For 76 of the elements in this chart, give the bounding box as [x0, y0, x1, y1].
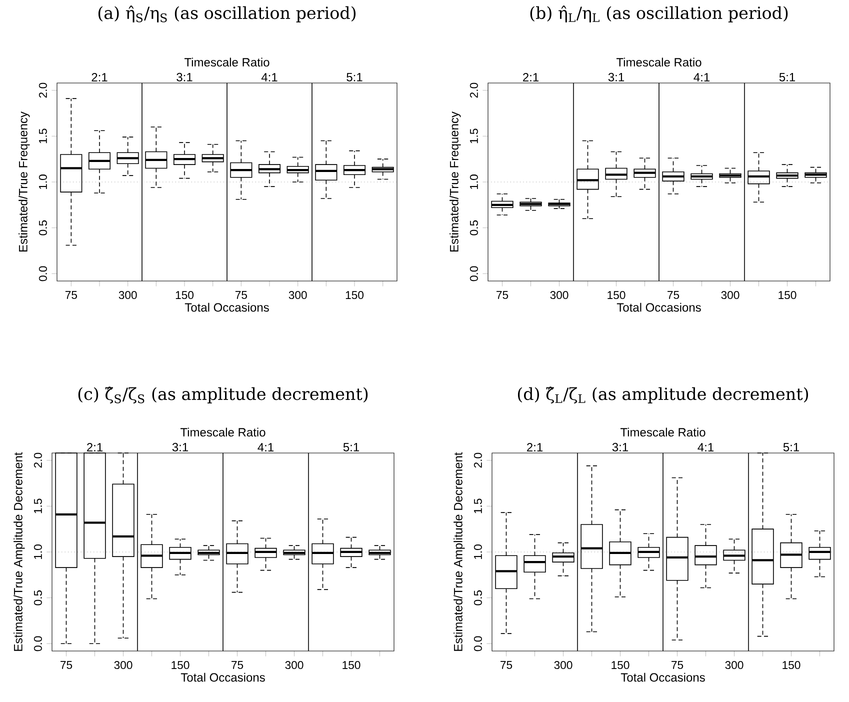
x-tick-label: 300 — [288, 291, 307, 300]
x-tick-label: 300 — [725, 661, 744, 670]
x-tick-label: 150 — [346, 291, 364, 300]
x2-axis-title: Timescale Ratio — [616, 58, 702, 67]
x-tick-label: 300 — [721, 291, 740, 300]
y-tick-label: 0.0 — [38, 266, 47, 282]
y-tick-label: 2.0 — [38, 82, 47, 98]
x-axis-title: Total Occasions — [616, 302, 701, 312]
text: 2:1 — [87, 443, 103, 452]
x-tick-label: 150 — [176, 291, 194, 300]
chart-title: (d) ζ̂$_{L}$/ζ$_{L}$ (as amplitude decrement) — [518, 386, 808, 404]
x2-axis-title: Timescale Ratio — [180, 428, 266, 437]
x-axis-title: Total Occasions — [620, 672, 705, 682]
text: 3:1 — [608, 72, 624, 82]
x-tick-label: 150 — [782, 661, 800, 670]
x-tick-label: 75 — [235, 291, 248, 299]
x-tick-label: 75 — [496, 291, 508, 299]
y-tick-label: 1.0 — [470, 174, 478, 190]
x-tick-label: 150 — [172, 661, 190, 670]
y-tick-label: 1.0 — [474, 544, 482, 560]
x2-axis-title: Timescale Ratio — [184, 58, 270, 67]
y-tick-label: 1.5 — [34, 498, 42, 514]
text: 5:1 — [783, 443, 800, 452]
text: 5:1 — [779, 73, 796, 82]
y-tick-label: 2.0 — [474, 452, 482, 468]
x-tick-label: 150 — [342, 661, 360, 670]
x-tick-label: 300 — [114, 661, 132, 670]
text: 2:1 — [527, 443, 543, 452]
y-tick-label: 1.5 — [39, 128, 47, 144]
y-tick-label: 1.5 — [470, 128, 478, 144]
x-tick-label: 150 — [778, 291, 796, 300]
text: 5:1 — [343, 443, 360, 452]
y-axis-title: Estimated/True Amplitude Decrement — [14, 452, 25, 651]
x-tick-label: 150 — [608, 291, 626, 300]
chart-title: (b) η̂$_{L}$/η$_{L}$ (as oscillation period) — [530, 6, 788, 22]
y-tick-label: 2.0 — [34, 452, 42, 468]
x-tick-label: 75 — [672, 661, 684, 669]
y-tick-label: 1.0 — [34, 544, 42, 560]
text: 3:1 — [172, 442, 188, 452]
x-axis-title: Total Occasions — [184, 302, 269, 312]
y-tick-label: 1.5 — [474, 498, 482, 514]
y-axis-title: Estimated/True Frequency — [18, 112, 30, 252]
text: 4:1 — [694, 73, 710, 82]
y-tick-label: 0.5 — [34, 590, 42, 606]
y-tick-label: 1.0 — [38, 174, 47, 190]
y-axis-title: Estimated/True Frequency — [450, 112, 461, 252]
y-tick-label: 0.0 — [34, 636, 42, 652]
text: 2:1 — [523, 73, 539, 82]
x-tick-label: 150 — [612, 661, 630, 670]
text: 5:1 — [346, 73, 362, 82]
x-axis-title: Total Occasions — [180, 672, 265, 682]
text: 3:1 — [612, 442, 628, 452]
chart-title: (c) ζ̂$_{S}$/ζ$_{S}$ (as amplitude decrement) — [78, 386, 368, 404]
x-tick-label: 75 — [65, 291, 78, 299]
y-axis-title: Estimated/True Amplitude Decrement — [454, 452, 465, 651]
x-tick-label: 75 — [232, 661, 244, 669]
y-tick-label: 2.0 — [470, 82, 478, 98]
y-tick-label: 0.5 — [470, 220, 478, 236]
text: 3:1 — [176, 72, 192, 82]
x-tick-label: 300 — [285, 661, 304, 670]
x-tick-label: 75 — [500, 661, 512, 669]
x2-axis-title: Timescale Ratio — [620, 428, 706, 437]
x-tick-label: 300 — [118, 291, 137, 300]
text: 4:1 — [261, 73, 278, 82]
x-tick-label: 300 — [554, 661, 572, 670]
text: 4:1 — [698, 443, 714, 452]
y-tick-label: 0.5 — [38, 220, 47, 236]
x-tick-label: 75 — [60, 661, 72, 669]
y-tick-label: 0.0 — [470, 266, 478, 282]
x-tick-label: 300 — [550, 291, 568, 300]
chart-title: (a) η̂$_{S}$/η$_{S}$ (as oscillation period) — [98, 6, 356, 22]
text: 2:1 — [92, 73, 108, 82]
text: 4:1 — [258, 443, 274, 452]
x-tick-label: 75 — [668, 291, 680, 299]
y-tick-label: 0.0 — [474, 636, 482, 652]
y-tick-label: 0.5 — [474, 590, 482, 606]
